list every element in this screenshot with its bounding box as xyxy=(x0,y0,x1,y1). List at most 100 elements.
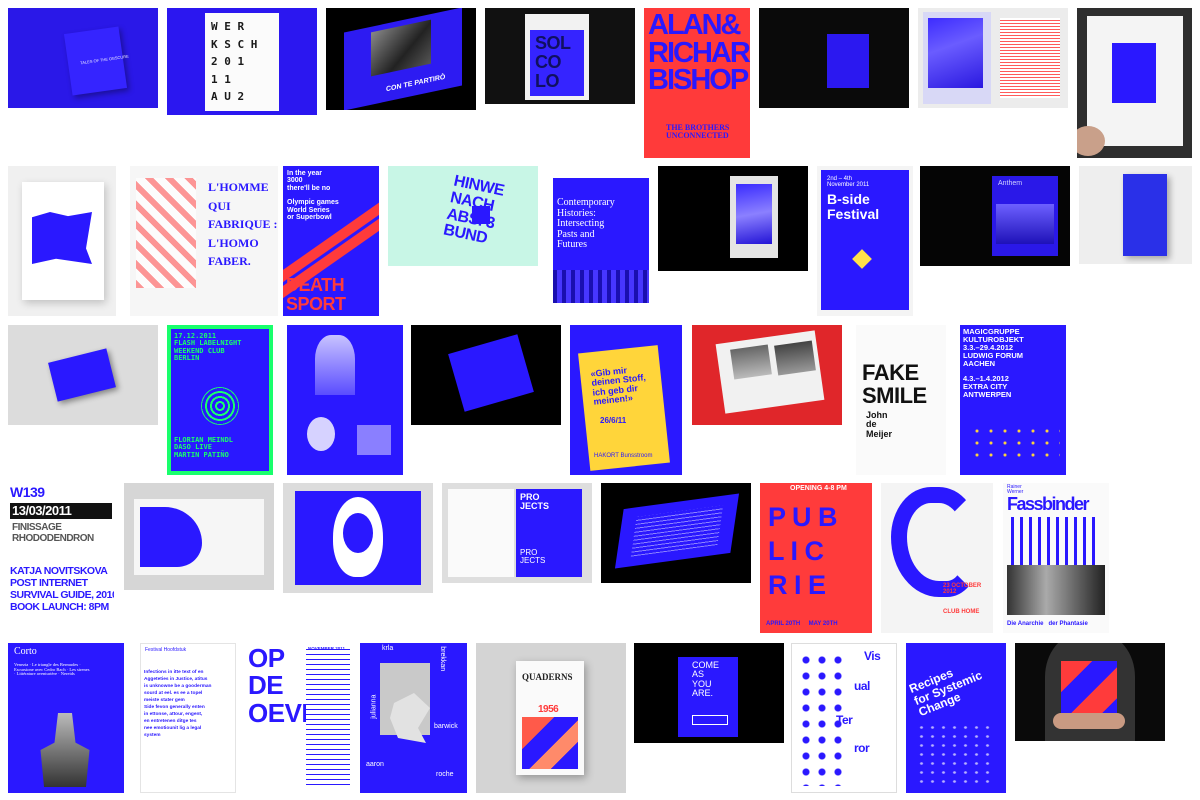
hand xyxy=(1077,126,1105,156)
artist-5: aaron xyxy=(366,761,384,768)
thumbnail-solcolo[interactable]: SOL CO LO xyxy=(485,8,635,104)
thumbnail-b-side-festival[interactable]: 2nd – 4th November 2011 B-side Festival xyxy=(817,166,913,316)
book-photo xyxy=(996,204,1054,244)
thumbnail-projects[interactable]: PRO JECTS PRO JECTS xyxy=(442,483,592,583)
thumbnail-blue-spread[interactable] xyxy=(124,483,274,590)
thumbnail-public-rie[interactable]: OPENING 4-8 PM P U B L I C R I E APRIL 2… xyxy=(760,483,872,633)
blue-pattern xyxy=(553,270,649,303)
event-date: 13/03/2011 xyxy=(12,503,72,518)
thumbnail-blue-photo-black[interactable] xyxy=(658,166,808,271)
thumbnail-visual-terror[interactable]: Vis ual Ter ror xyxy=(791,643,897,793)
dots xyxy=(916,723,996,783)
thumbnail-white-cutout-book[interactable] xyxy=(8,166,116,316)
thumbnail-collage-figures[interactable] xyxy=(287,325,403,475)
thumbnail-anthem[interactable]: Anthem xyxy=(920,166,1070,266)
photo-left xyxy=(730,344,772,380)
red-collage xyxy=(136,178,196,288)
thumbnail-quaderns[interactable]: QUADERNS 1956 xyxy=(476,643,626,793)
thumbnail-red-fabric-book[interactable] xyxy=(692,325,842,425)
blue-cutout xyxy=(32,212,92,264)
artist-2: brekkan xyxy=(439,646,447,672)
blue-photo xyxy=(736,184,772,244)
page-heading-2: PRO JECTS xyxy=(520,548,546,566)
poster-date: NOVEMBER 2011 xyxy=(308,646,346,651)
word-vis: Vis xyxy=(864,649,881,663)
dots xyxy=(970,425,1060,465)
tower-photo xyxy=(40,713,90,787)
poster-title: DEATH SPORT xyxy=(286,275,346,314)
thumbnail-fake-smile[interactable]: FAKE SMILE John de Meijer xyxy=(856,325,946,475)
date-box xyxy=(306,645,350,789)
drips xyxy=(1011,517,1101,567)
thumbnail-hinweis[interactable]: HINWE NACH ABS. 3 BUND xyxy=(388,166,538,266)
blue-square xyxy=(472,206,490,224)
thumbnail-open-book-black[interactable] xyxy=(601,483,751,583)
thumbnail-g-letter[interactable]: 23 OCTOBER 2012 CLUB HOME xyxy=(881,483,993,633)
booklet-text: SOL CO LO xyxy=(535,33,571,91)
date-band xyxy=(10,503,112,519)
poster-subtitle: THE BROTHERS UNCONNECTED xyxy=(666,123,730,141)
event-info: 17.12.2011 FLASH LABELNIGHT WEEKEND CLUB… xyxy=(174,332,242,363)
thumbnail-contemporary-histories[interactable]: Contemporary Histories: Intersecting Pas… xyxy=(553,178,649,303)
figure xyxy=(315,335,355,395)
thumbnail-op-de-oever[interactable]: OP DE OEVER NOVEMBER 2011 xyxy=(246,643,352,793)
thumbnail-rotated-book[interactable] xyxy=(411,325,561,425)
thumbnail-spread-red-text[interactable] xyxy=(918,8,1068,108)
thumbnail-krla-brekkan[interactable]: krla brekkan julianna barwick aaron roch… xyxy=(360,643,467,793)
thumbnail-grey-card[interactable] xyxy=(8,325,158,425)
g-letter xyxy=(891,487,979,597)
poster-title: FAKE SMILE xyxy=(862,360,927,409)
poster-title: Contemporary Histories: Intersecting Pas… xyxy=(557,197,615,250)
werkschau-letters: W E R K S C H 2 0 1 1 1 A U 2 xyxy=(211,20,258,104)
thumbnail-dense-text[interactable]: Festival Hoofdstuk Infections in itte te… xyxy=(140,643,236,793)
thumbnail-death-sport[interactable]: In the year 3000 there'll be no Olympic … xyxy=(283,166,379,316)
circles xyxy=(201,387,239,425)
thumbnail-recipes-systemic-change[interactable]: Recipes for Systemic Change xyxy=(906,643,1006,793)
thumbnail-fassbinder[interactable]: Rainer Werner Fassbinder Die Anarchie de… xyxy=(1003,483,1109,633)
opening-hours: OPENING 4-8 PM xyxy=(790,485,847,492)
book-title: Anthem xyxy=(998,180,1023,187)
thumbnail-flash-labelnight[interactable]: 17.12.2011 FLASH LABELNIGHT WEEKEND CLUB… xyxy=(167,325,273,475)
poster-quote: «Gib mir deinen Stoff, ich geb dir meine… xyxy=(590,365,647,408)
poster-paper xyxy=(205,13,279,111)
thumbnail-come-as-you-are[interactable]: COME AS YOU ARE. xyxy=(634,643,784,743)
book-title: L'HOMME QUI FABRIQUE : L'HOMO FABER. xyxy=(208,180,278,269)
thumbnail-blue-book-grey[interactable] xyxy=(1079,166,1192,264)
object xyxy=(307,417,335,451)
booklet-blue xyxy=(530,30,584,96)
thumbnail-magicgruppe[interactable]: MAGICGRUPPE KULTUROBJEKT 3.3.–29.4.2012 … xyxy=(960,325,1066,475)
event-name: FINISSAGE RHODODENDRON xyxy=(12,522,94,544)
thumbnail-mask-book[interactable] xyxy=(283,483,433,593)
icons-grid xyxy=(798,652,848,786)
body-text: Infections in itte text of en Aggeteties… xyxy=(144,670,212,738)
mask-inner xyxy=(343,513,373,553)
header: Festival Hoofdstuk xyxy=(145,647,187,653)
thumbnail-tales-of-the-obscure[interactable]: TALES OF THE OBSCURE xyxy=(8,8,158,108)
poster-venue: HAKORT Bunsstroom xyxy=(594,453,653,459)
thumbnail-werkschau[interactable]: W E R K S C H 2 0 1 1 1 A U 2 xyxy=(167,8,317,115)
book-title: COME AS YOU ARE. xyxy=(692,660,719,699)
thumbnail-brochure-hand[interactable] xyxy=(1077,8,1192,158)
hands xyxy=(1053,713,1125,729)
event-details: KATJA NOVITSKOVA POST INTERNET SURVIVAL … xyxy=(10,565,114,614)
thumbnail-lhomme-faber[interactable]: L'HOMME QUI FABRIQUE : L'HOMO FABER. xyxy=(130,166,278,316)
thumbnail-gib-mir[interactable]: «Gib mir deinen Stoff, ich geb dir meine… xyxy=(570,325,682,475)
book xyxy=(448,334,534,412)
thumbnail-w139-katja[interactable]: W139 13/03/2011 FINISSAGE RHODODENDRON K… xyxy=(8,483,114,633)
thumbnail-black-book[interactable] xyxy=(759,8,909,108)
magazine-year: 1956 xyxy=(538,704,559,715)
book xyxy=(678,657,738,737)
event-date: 23 OCTOBER 2012 xyxy=(943,583,982,596)
poster-date: 26/6/11 xyxy=(600,416,627,425)
subtitle: Die Anarchie der Phantasie xyxy=(1007,621,1088,627)
thumbnail-person-holding-book[interactable] xyxy=(1015,643,1165,741)
lineup: FLORIAN MEINDL DASO LIVE MARTIN PATIÑO xyxy=(174,436,234,459)
thumbnail-corto[interactable]: Corto Venezia · Le triangle des Bermudes… xyxy=(8,643,124,793)
thumbnail-con-te-partiro[interactable]: CON TE PARTIRÒ xyxy=(326,8,476,110)
book xyxy=(1123,174,1167,256)
poster xyxy=(821,170,909,310)
festival-dates: 2nd – 4th November 2011 xyxy=(827,176,870,189)
thumbnail-alan-richard-bishop[interactable]: ALAN& RICHARD BISHOP THE BROTHERS UNCONN… xyxy=(644,8,750,158)
white-box xyxy=(692,715,728,725)
